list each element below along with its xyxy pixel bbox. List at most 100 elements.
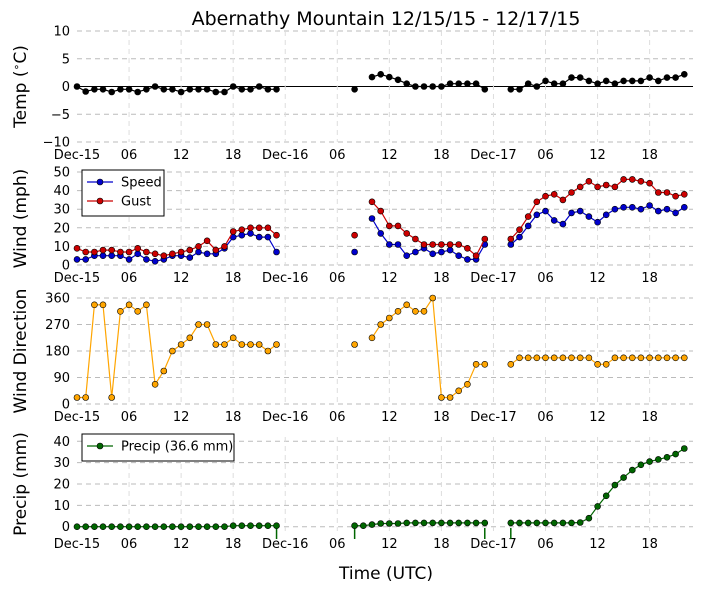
data-point <box>359 522 367 530</box>
data-point <box>91 301 98 309</box>
data-point <box>568 209 575 217</box>
x-tick-label: Dec-15 <box>54 537 100 552</box>
data-point <box>177 248 185 256</box>
data-point <box>82 256 89 263</box>
data-point <box>550 354 558 362</box>
data-point <box>542 192 549 200</box>
data-point <box>351 522 358 530</box>
data-point <box>273 248 280 256</box>
data-point <box>594 80 601 87</box>
y-axis-label: Precip (mm) <box>11 432 31 536</box>
data-point <box>169 347 176 355</box>
x-tick-label: Dec-16 <box>262 537 308 552</box>
data-point <box>273 231 280 239</box>
series-line-precip <box>77 525 277 528</box>
y-tick-label: 10 <box>53 499 70 514</box>
y-tick-label: 0 <box>62 520 70 535</box>
data-point <box>247 86 254 93</box>
data-point <box>611 354 619 362</box>
data-point <box>108 394 115 401</box>
data-point <box>654 207 662 215</box>
y-tick-label: 40 <box>53 184 70 199</box>
data-point <box>542 354 549 362</box>
data-point <box>412 307 419 315</box>
data-point <box>229 334 237 342</box>
series-line-precip <box>354 522 485 527</box>
data-point <box>351 341 358 348</box>
data-point <box>594 183 601 191</box>
data-point <box>212 523 220 531</box>
x-tick-label: 12 <box>173 410 190 425</box>
data-point <box>238 231 246 239</box>
data-point <box>568 74 575 81</box>
data-point <box>99 301 107 309</box>
data-point <box>628 77 636 85</box>
data-point <box>516 354 523 362</box>
data-point <box>134 523 141 531</box>
data-point <box>108 246 115 254</box>
x-tick-label: 06 <box>537 271 554 286</box>
data-point <box>255 341 263 348</box>
data-point <box>680 71 688 78</box>
data-point <box>637 354 645 362</box>
series-line-speed <box>77 232 278 262</box>
data-point <box>82 523 89 531</box>
data-point <box>73 523 81 531</box>
y-tick-label: 270 <box>45 318 70 333</box>
legend-label: Precip (36.6 mm) <box>121 440 233 455</box>
data-point <box>151 380 159 388</box>
data-point <box>151 83 159 90</box>
y-axis-label: Temp (∘C) <box>10 45 32 129</box>
data-point <box>516 233 523 241</box>
x-tick-label: 18 <box>225 271 242 286</box>
data-point <box>108 523 115 531</box>
data-point <box>377 321 385 328</box>
data-point <box>533 519 541 527</box>
data-point <box>403 230 411 237</box>
data-point <box>385 241 393 248</box>
data-point <box>576 74 584 81</box>
data-point <box>420 241 428 248</box>
data-point <box>108 252 115 259</box>
data-point <box>195 86 202 93</box>
x-tick-label: Dec-15 <box>54 271 100 286</box>
data-point <box>99 246 107 254</box>
data-point <box>646 458 653 465</box>
data-point <box>585 77 593 85</box>
data-point <box>255 83 263 90</box>
data-point <box>117 248 124 256</box>
data-point <box>516 86 523 93</box>
data-point <box>481 235 489 243</box>
data-point <box>646 202 653 209</box>
data-point <box>438 519 445 527</box>
data-point <box>212 88 220 96</box>
data-point <box>117 523 124 531</box>
y-tick-label: 0 <box>62 398 70 413</box>
data-point <box>680 445 688 452</box>
data-point <box>221 243 228 250</box>
data-point <box>446 80 454 87</box>
y-tick-label: 30 <box>53 203 70 218</box>
data-point <box>438 248 445 256</box>
data-point <box>368 198 376 206</box>
data-point <box>646 354 653 362</box>
data-point <box>177 341 185 348</box>
y-axis-label: Wind (mph) <box>11 169 31 269</box>
data-point <box>464 80 471 87</box>
data-point <box>125 256 133 263</box>
data-point <box>637 205 645 213</box>
data-point <box>151 250 159 258</box>
y-tick-label: 0 <box>62 80 70 95</box>
data-point <box>533 198 541 206</box>
data-point <box>238 86 246 93</box>
data-point <box>203 237 211 245</box>
y-tick-label: 10 <box>53 25 70 40</box>
y-tick-label: 0 <box>62 259 70 274</box>
data-point <box>594 218 601 226</box>
data-point <box>672 450 679 458</box>
data-point <box>403 252 411 259</box>
data-point <box>412 235 419 243</box>
data-point <box>550 80 558 87</box>
data-point <box>264 224 272 232</box>
